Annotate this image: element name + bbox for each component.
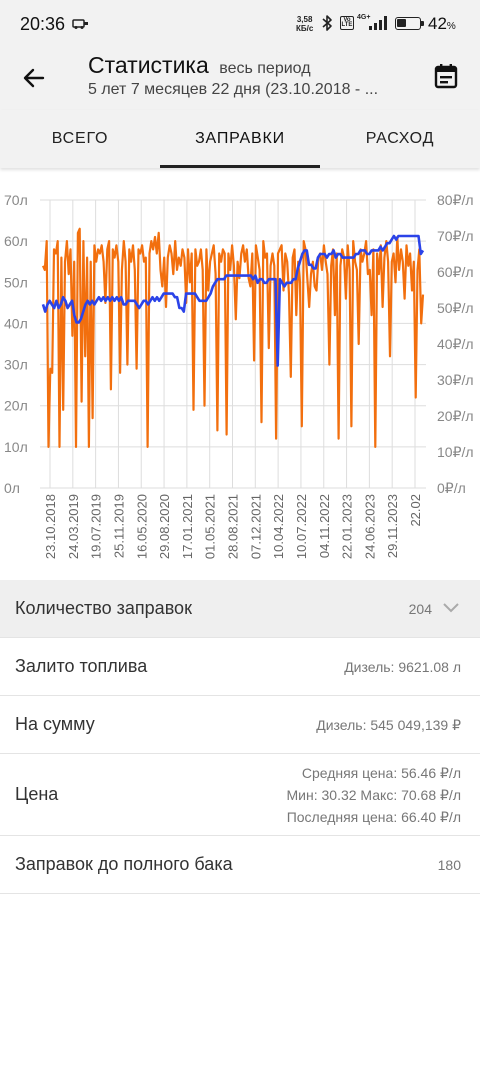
chevron-down-icon <box>443 603 459 613</box>
x-tick-label: 24.06.2023 <box>362 494 377 559</box>
x-tick-label: 07.12.2021 <box>248 494 263 559</box>
x-tick-label: 23.10.2018 <box>43 494 58 559</box>
refuel-count-label: Количество заправок <box>15 598 192 618</box>
back-button[interactable] <box>16 60 52 96</box>
series-line-volume <box>41 227 425 448</box>
bluetooth-icon <box>322 15 332 31</box>
right-tick-label: 10₽/л <box>437 444 474 460</box>
app-bar: Статистика весь период 5 лет 7 месяцев 2… <box>0 46 480 110</box>
full-tank-value: 180 <box>437 857 461 873</box>
x-tick-label: 22.01.2023 <box>340 494 355 559</box>
x-tick-label: 29.08.2020 <box>157 494 172 559</box>
refuel-count-value: 204 <box>408 601 432 617</box>
price-details: Средняя цена: 56.46 ₽/л Мин: 30.32 Макс:… <box>287 762 461 828</box>
left-tick-label: 50л <box>4 274 28 290</box>
full-tank-label: Заправок до полного бака <box>15 854 233 874</box>
period-subtitle: 5 лет 7 месяцев 22 дня (23.10.2018 - ... <box>88 81 379 98</box>
x-tick-label: 04.11.2022 <box>317 494 332 558</box>
right-tick-label: 40₽/л <box>437 336 474 352</box>
stats-list: Количество заправок 204 Залито топлива Д… <box>0 580 480 894</box>
price-min-max: Мин: 30.32 Макс: 70.68 ₽/л <box>286 787 461 803</box>
network-type: 4G+ <box>357 14 371 21</box>
page-title: Статистика <box>88 52 209 78</box>
right-tick-label: 80₽/л <box>437 192 474 208</box>
left-tick-label: 10л <box>4 439 28 455</box>
x-tick-label: 24.03.2019 <box>66 494 81 559</box>
refuel-count-row[interactable]: Количество заправок 204 <box>0 580 480 638</box>
network-speed-unit: КБ/с <box>296 24 314 33</box>
fuel-filled-value: Дизель: 9621.08 л <box>344 659 461 675</box>
carrier-icon <box>72 19 88 29</box>
fuel-filled-row: Залито топлива Дизель: 9621.08 л <box>0 638 480 696</box>
right-tick-label: 60₽/л <box>437 264 474 280</box>
left-tick-label: 40л <box>4 315 28 331</box>
price-last: Последняя цена: 66.40 ₽/л <box>286 809 461 825</box>
title-block: Статистика весь период 5 лет 7 месяцев 2… <box>88 52 418 99</box>
left-tick-label: 70л <box>4 192 28 208</box>
status-time: 20:36 <box>20 14 66 34</box>
right-tick-label: 20₽/л <box>437 408 474 424</box>
refuel-chart[interactable]: 0л 10л 20л 30л 40л 50л 60л 70л 0₽/л 10₽/л 20₽/л 30₽… <box>0 180 480 580</box>
left-tick-label: 60л <box>4 233 28 249</box>
calendar-icon <box>434 64 458 89</box>
x-tick-label: 10.07.2022 <box>294 494 309 559</box>
right-tick-label: 0₽/л <box>437 480 466 496</box>
arrow-back-icon <box>23 68 45 88</box>
total-sum-value: Дизель: 545 049,139 ₽ <box>316 717 461 733</box>
volte-icon: Vo LTE <box>340 16 354 30</box>
x-tick-label: 01.05.2021 <box>203 494 218 559</box>
series-line-price <box>41 234 425 367</box>
battery-percent: 42% <box>428 14 456 34</box>
battery-percent-suffix: % <box>446 21 456 32</box>
left-tick-label: 20л <box>4 398 28 414</box>
x-tick-label: 17.01.2021 <box>180 494 195 559</box>
tab-indicator <box>160 165 320 168</box>
price-row: Цена Средняя цена: 56.46 ₽/л Мин: 30.32 … <box>0 754 480 836</box>
total-sum-row: На сумму Дизель: 545 049,139 ₽ <box>0 696 480 754</box>
right-tick-label: 30₽/л <box>437 372 474 388</box>
x-tick-label: 19.07.2019 <box>89 494 104 559</box>
status-bar: 20:36 3,58 КБ/с Vo LTE 4G+ 42% <box>0 0 480 46</box>
x-tick-label: 28.08.2021 <box>226 494 241 559</box>
tab-consumption[interactable]: РАСХОД <box>365 130 435 147</box>
left-tick-label: 30л <box>4 357 28 373</box>
period-label: весь период <box>219 60 311 77</box>
tab-bar: ВСЕГО ЗАПРАВКИ РАСХОД <box>0 110 480 168</box>
full-tank-row: Заправок до полного бака 180 <box>0 836 480 894</box>
x-tick-label: 29.11.2023 <box>385 494 400 558</box>
right-tick-label: 70₽/л <box>437 228 474 244</box>
right-tick-label: 50₽/л <box>437 300 474 316</box>
total-sum-label: На сумму <box>15 714 95 734</box>
left-tick-label: 0л <box>4 480 20 496</box>
x-tick-label: 10.04.2022 <box>271 494 286 559</box>
battery-level <box>397 19 407 27</box>
price-average: Средняя цена: 56.46 ₽/л <box>301 765 461 781</box>
network-speed: 3,58 КБ/с <box>296 15 313 33</box>
x-tick-label: 22.02 <box>408 494 423 527</box>
battery-icon <box>395 17 421 30</box>
calendar-button[interactable] <box>430 60 462 92</box>
price-label: Цена <box>15 784 59 804</box>
tab-refuels[interactable]: ЗАПРАВКИ <box>195 130 285 147</box>
tab-total[interactable]: ВСЕГО <box>51 130 109 147</box>
fuel-filled-label: Залито топлива <box>15 656 148 676</box>
x-tick-label: 25.11.2019 <box>111 494 126 558</box>
x-tick-label: 16.05.2020 <box>134 494 149 559</box>
battery-tip <box>421 21 424 26</box>
network-speed-value: 3,58 <box>296 15 313 24</box>
battery-percent-value: 42 <box>428 14 447 33</box>
chart-canvas: 0л 10л 20л 30л 40л 50л 60л 70л 0₽/л 10₽/л 20₽/л 30₽… <box>4 192 474 559</box>
signal-icon <box>369 16 387 30</box>
